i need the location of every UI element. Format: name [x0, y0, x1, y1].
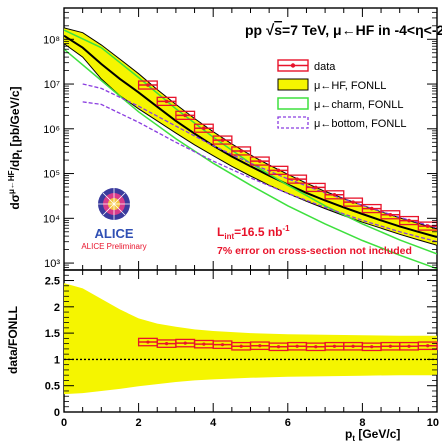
hf-fonll-central-line: [64, 34, 437, 239]
ratio-point: [276, 345, 281, 349]
svg-text:μ←bottom, FONLL: μ←bottom, FONLL: [314, 118, 407, 130]
bottom-panel: 0 0.5 1 1.5 2 2.5 0 2 4 6 8 10 data/FONLL pt [GeV/c…: [6, 269, 439, 443]
bottom-y-tick-label: 0: [54, 407, 60, 419]
top-plot-content: [64, 27, 437, 270]
data-point: [239, 149, 243, 153]
x-tick-label: 4: [210, 417, 217, 429]
top-y-tick-label: 10⁴: [43, 213, 60, 225]
bottom-y-tick-label: 2.5: [45, 276, 60, 288]
data-point: [295, 177, 299, 181]
ratio-point: [202, 342, 206, 346]
legend-item-charm-fonll: μ←charm, FONLL: [277, 97, 403, 111]
top-series-layer: [64, 27, 437, 270]
ratio-point: [295, 344, 299, 348]
top-y-tick-label: 10⁶: [43, 124, 60, 136]
ratio-point: [164, 342, 169, 346]
ratio-point: [314, 345, 318, 349]
data-point: [146, 83, 150, 87]
top-y-tick-label: 10⁷: [44, 79, 60, 91]
legend-item-bottom-fonll: μ←bottom, FONLL: [277, 116, 407, 130]
ratio-point: [388, 344, 392, 348]
alice-logo-text: ALICE: [95, 226, 134, 241]
fonll-ratio-band: [64, 283, 437, 395]
svg-text:μ←HF, FONLL: μ←HF, FONLL: [314, 80, 386, 92]
data-point: [407, 218, 411, 223]
x-tick-label: 8: [359, 417, 365, 429]
svg-text:data: data: [314, 61, 336, 73]
cross-section-note: 7% error on cross-section not included: [217, 245, 412, 257]
data-point: [388, 212, 393, 217]
top-y-tick-label: 10³: [44, 258, 60, 270]
data-point: [313, 185, 318, 190]
bottom-y-tick-label: 1.5: [45, 328, 60, 340]
top-y-axis-label: dσμ←HF/dpt [pb/GeV/c]: [7, 86, 24, 209]
x-tick-label: 2: [136, 417, 142, 429]
ratio-point: [183, 341, 187, 345]
ratio-point: [370, 345, 374, 349]
ratio-point: [351, 344, 355, 348]
data-point: [164, 99, 169, 104]
charm-fonll-lower-edge: [64, 48, 437, 270]
ratio-point: [426, 344, 430, 348]
top-y-tick-label: 10⁵: [43, 169, 60, 181]
data-point: [183, 113, 188, 118]
bottom-plot-content: [64, 283, 438, 395]
x-tick-label: 0: [61, 417, 67, 429]
top-y-axis: 10³ 10⁴ 10⁵ 10⁶ 10⁷ 10⁸: [43, 7, 438, 271]
hf-fonll-band-lower-edge: [64, 43, 437, 246]
data-point: [220, 138, 225, 142]
data-point: [258, 159, 262, 163]
ratio-point: [239, 344, 243, 348]
ratio-point: [258, 344, 262, 348]
alice-preliminary-label: ALICE Preliminary: [81, 242, 146, 251]
data-point: [351, 200, 355, 204]
ratio-point: [332, 344, 337, 348]
bottom-y-tick-label: 2: [54, 302, 60, 314]
top-panel: 10³ 10⁴ 10⁵ 10⁶ 10⁷ 10⁸ pp √s=7 TeV, μ←HF in …: [7, 7, 442, 271]
data-point: [276, 168, 281, 173]
chart-title: pp √s=7 TeV, μ←HF in -4<η<-2.5: [245, 22, 442, 39]
bottom-y-axis-label: data/FONLL: [6, 306, 20, 374]
svg-text:μ←charm, FONLL: μ←charm, FONLL: [314, 99, 403, 111]
luminosity-label: Lint=16.5 nb-1: [217, 224, 290, 241]
bottom-y-tick-label: 1: [54, 354, 60, 366]
data-point: [332, 193, 337, 197]
data-point: [369, 206, 374, 211]
ratio-point: [146, 340, 150, 344]
data-point: [202, 126, 206, 131]
legend-item-data: data: [277, 59, 336, 73]
x-tick-label: 10: [427, 417, 439, 429]
bottom-axes: 0 0.5 1 1.5 2 2.5 0 2 4 6 8 10: [45, 270, 439, 429]
bottom-y-tick-label: 0.5: [45, 381, 60, 393]
top-y-tick-label: 10⁸: [43, 34, 60, 46]
x-axis-label: pt [GeV/c]: [345, 427, 400, 443]
data-point: [425, 224, 430, 228]
ratio-point: [407, 344, 411, 348]
x-tick-label: 6: [285, 417, 291, 429]
legend: data μ←HF, FONLL μ←charm, FONLL μ←bottom…: [277, 59, 407, 130]
legend-item-hf-fonll: μ←HF, FONLL: [277, 78, 386, 92]
ratio-point: [220, 343, 225, 347]
alice-logo: ALICE ALICE Preliminary: [81, 188, 147, 251]
